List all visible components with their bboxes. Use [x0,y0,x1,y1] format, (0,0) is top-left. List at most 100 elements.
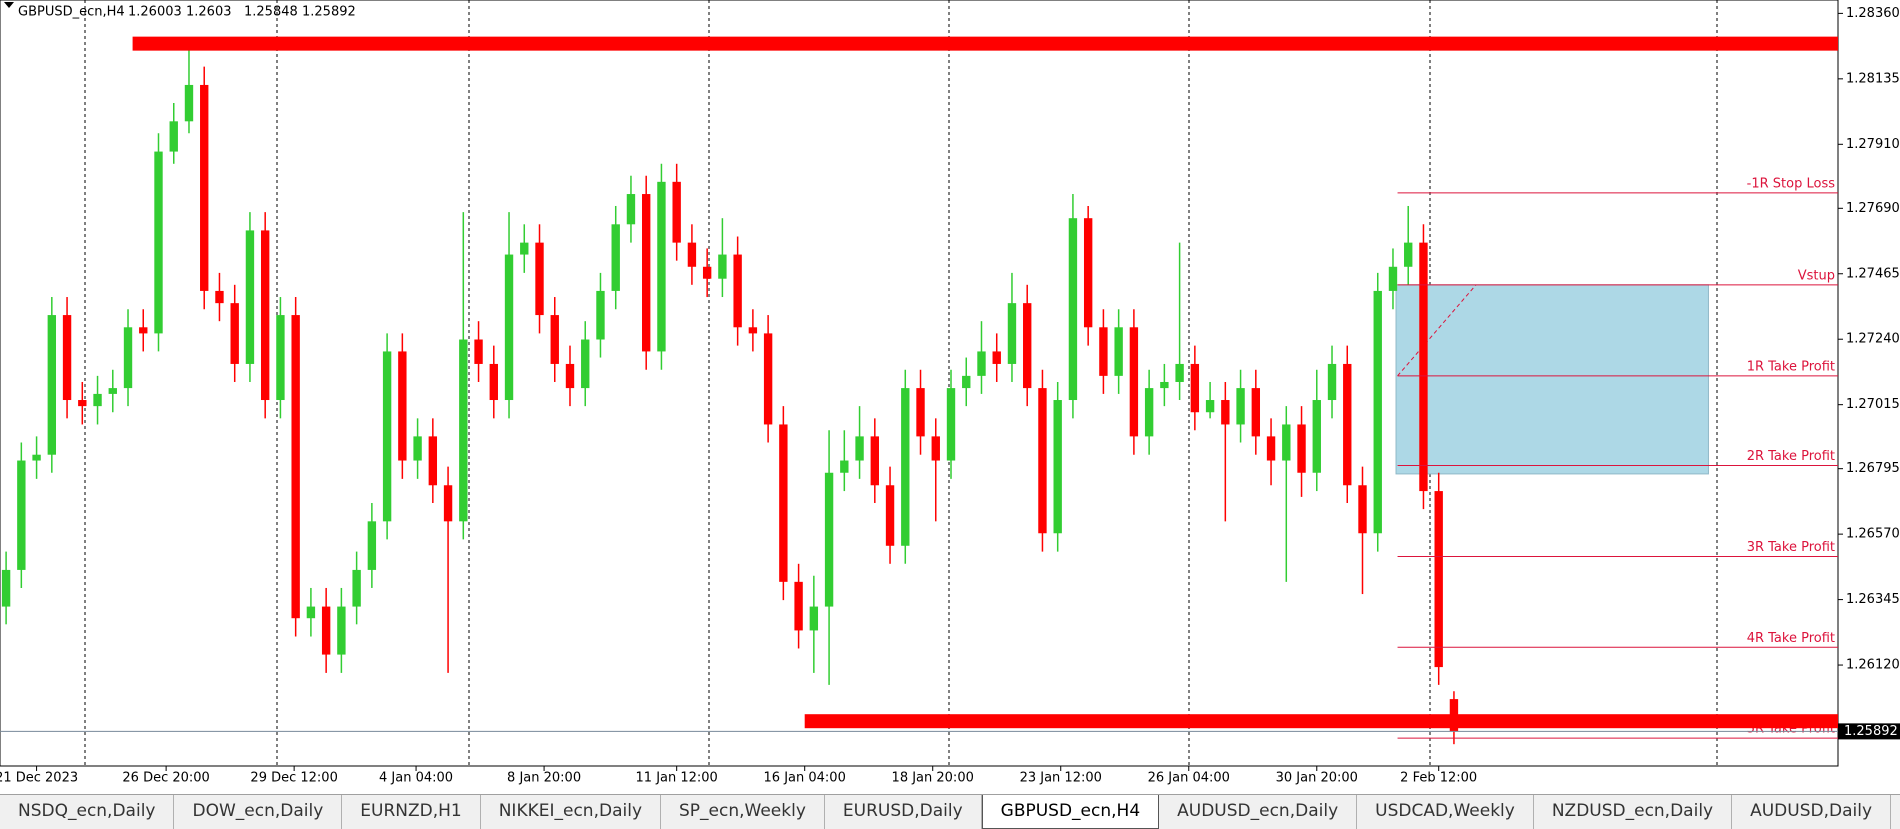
candle-body [352,569,361,607]
low: 1.25848 [244,5,298,20]
candle-body [611,224,620,291]
candle-body [1114,327,1123,376]
candle-body [1297,424,1306,473]
candle-body [306,606,316,619]
level-label: 1R Take Profit [1747,359,1835,374]
candle-body [1236,388,1245,425]
chart-tab[interactable]: AUDUSD_ecn,Daily [1159,795,1358,829]
risk-box [1395,284,1709,475]
candle-body [901,388,910,546]
candle-body [1312,400,1321,473]
sr-zone [132,36,1838,51]
candle-body [443,485,453,522]
candle-body [763,333,773,425]
candle-body [794,581,803,631]
candle-body [718,254,727,279]
candle-body [291,315,300,619]
candle-body [1190,363,1200,413]
candle-body [840,460,849,473]
candle-body [855,436,864,461]
candle-body [748,327,758,334]
level-label: -1R Stop Loss [1747,176,1836,191]
header: GBPUSD_ecn,H4 1.26003 1.2603 1.25848 1.2… [18,5,356,20]
candle-body [139,327,148,334]
chart-tab[interactable]: NZDUSD_ecn,Daily [1534,795,1733,829]
candle-body [428,436,438,486]
candle-body [1205,400,1215,413]
candle-body [1,569,11,607]
candle-body [1221,400,1230,425]
y-tick-label: 1.26345 [1846,592,1900,607]
x-tick-label: 8 Jan 20:00 [507,771,581,786]
candle-body [672,181,681,243]
chart-tab[interactable]: EURUSD,Daily [825,795,982,829]
x-tick-label: 4 Jan 04:00 [379,771,453,786]
candle-body [230,303,239,364]
candle-body [931,436,940,461]
chart-tab[interactable]: DOW_ecn,Daily [174,795,343,829]
candle-body [596,290,605,340]
candle-body [1388,266,1398,291]
candle-body [489,363,498,401]
candle-body [824,472,834,607]
y-tick-label: 1.27015 [1846,397,1900,412]
candle-body [779,424,788,582]
chart-tab[interactable]: EURNZD,H1 [342,795,481,829]
candle-body [1129,327,1139,437]
y-tick-label: 1.26795 [1846,461,1900,476]
candle-body [276,315,285,401]
x-tick-label: 26 Dec 20:00 [122,771,209,786]
chart-tab[interactable]: GBPUSD_ecn,H4 [981,795,1160,829]
candle-body [1038,388,1047,534]
candle-body [367,521,377,570]
candle-body [321,606,331,655]
chart-tab[interactable]: SP_ecn,Weekly [661,795,825,829]
candle-body [809,606,819,631]
chart-tab[interactable]: NIKKEI_ecn,Daily [481,795,661,829]
candle-body [245,230,255,364]
chart-tab[interactable]: AUDUSD,Daily [1732,795,1892,829]
candle-body [32,454,41,461]
y-tick-label: 1.27465 [1846,266,1900,281]
candle-body [215,290,224,304]
candle-body [626,194,636,225]
candle-body [1327,363,1337,401]
chart-tab[interactable]: USDCAD,Weekly [1357,795,1534,829]
level-label: 4R Take Profit [1747,631,1835,646]
candle-body [169,121,178,152]
x-tick-label: 29 Dec 12:00 [250,771,337,786]
chart-tab[interactable]: USDCHF,H4 [1891,795,1900,829]
candle-body [459,339,468,522]
chart-tab[interactable]: NSDQ_ecn,Daily [0,795,175,829]
close: 1.25892 [302,5,356,20]
candle-body [581,339,590,389]
candle-body [1434,491,1443,668]
candle-body [108,388,117,394]
candle-body [1053,400,1062,534]
candle-body [337,606,346,655]
candle-body [17,460,26,570]
candle-body [870,436,879,486]
tab-bar: NSDQ_ecn,Daily DOW_ecn,Daily EURNZD,H1 NIKK… [0,794,1900,829]
y-tick-label: 1.28135 [1846,71,1900,86]
candle-body [47,315,57,455]
menu-arrow[interactable] [4,2,14,8]
candle-body [1282,424,1291,461]
candle-body [702,266,712,279]
symbol: GBPUSD_ecn,H4 [18,5,125,20]
y-tick-label: 1.28360 [1846,6,1900,21]
candle-body [1358,485,1367,534]
x-tick-label: 16 Jan 04:00 [764,771,846,786]
bid-label: 1.25892 [1844,724,1898,739]
candle-body [977,351,986,376]
level-label: Vstup [1798,268,1835,283]
candle-body [535,242,544,316]
candle-body [1083,218,1093,328]
candle-body [520,242,529,255]
candle-body [1419,242,1428,492]
x-tick-label: 2 Feb 12:00 [1400,771,1477,786]
candle-body [992,351,1001,364]
candle-body [1007,303,1017,364]
candle-body [642,194,651,352]
candle-body [733,254,742,328]
